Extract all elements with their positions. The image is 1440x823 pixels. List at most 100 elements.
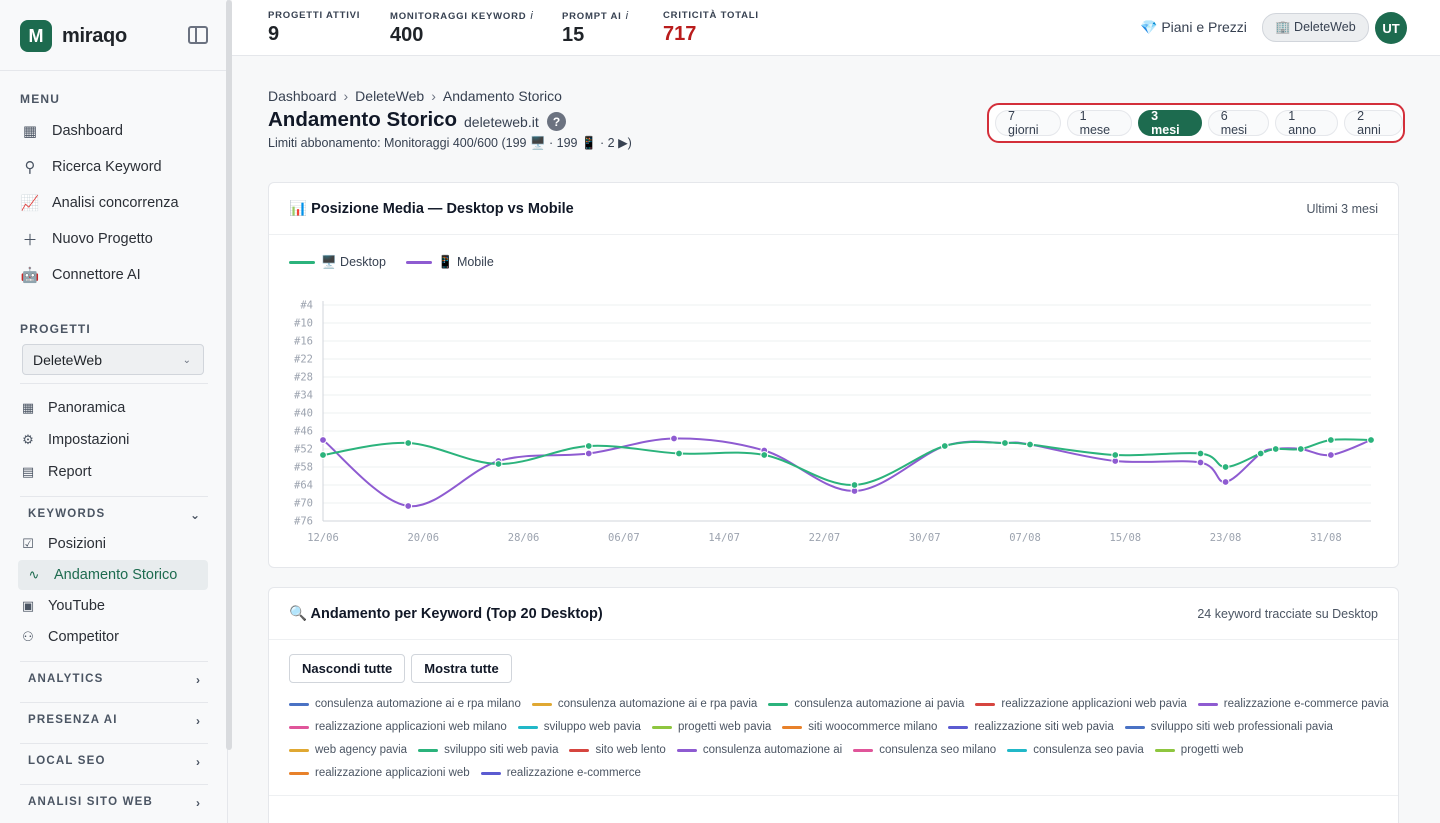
- breadcrumb: Dashboard › DeleteWeb › Andamento Storico: [268, 88, 562, 104]
- projects-section-label: PROGETTI: [20, 322, 91, 336]
- nav-label: Posizioni: [48, 536, 107, 552]
- data-point-desktop: [1296, 445, 1305, 453]
- logo-icon: M: [20, 20, 52, 52]
- sidebar-scrollbar[interactable]: [226, 0, 232, 750]
- keyword-legend-item[interactable]: consulenza automazione ai e rpa milano: [289, 696, 521, 712]
- nav-label: Impostazioni: [48, 432, 130, 448]
- account-button[interactable]: 🏢 DeleteWeb: [1262, 13, 1369, 42]
- show-all-button[interactable]: Mostra tutte: [411, 654, 512, 683]
- y-tick-label: #70: [294, 498, 313, 510]
- range-1-mese[interactable]: 1 mese: [1066, 109, 1133, 137]
- data-point-desktop: [1026, 440, 1034, 449]
- toggle-buttons: Nascondi tutte Mostra tutte: [289, 654, 512, 683]
- keyword-label: sviluppo web pavia: [543, 721, 641, 733]
- x-tick-label: 14/07: [708, 532, 740, 544]
- keyword-legend-item[interactable]: sviluppo web pavia: [517, 719, 641, 735]
- range-2-anni[interactable]: 2 anni: [1344, 109, 1403, 137]
- nav-nuovo-progetto[interactable]: ＋ Nuovo Progetto: [20, 224, 210, 254]
- keyword-legend-item[interactable]: realizzazione siti web pavia: [948, 719, 1114, 735]
- hide-all-button[interactable]: Nascondi tutte: [289, 654, 406, 683]
- legend-swatch: [948, 725, 969, 729]
- keyword-legend-item[interactable]: consulenza automazione ai: [676, 742, 842, 758]
- keyword-legend-item[interactable]: realizzazione e-commerce pavia: [1197, 696, 1389, 712]
- keyword-legend-item[interactable]: realizzazione applicazioni web milano: [289, 719, 507, 735]
- nav-dashboard[interactable]: ▦ Dashboard: [20, 116, 210, 146]
- keyword-legend-item[interactable]: siti woocommerce milano: [782, 719, 937, 735]
- brand[interactable]: M miraqo: [20, 20, 127, 52]
- legend-swatch: [289, 771, 309, 775]
- range-1-anno[interactable]: 1 anno: [1275, 109, 1339, 137]
- nav-impostazioni[interactable]: ⚙ Impostazioni: [20, 425, 210, 455]
- data-point-desktop: [675, 449, 683, 458]
- gear-icon: ⚙: [22, 432, 34, 447]
- legend-swatch: [289, 261, 315, 264]
- group-label: ANALYTICS: [28, 673, 104, 685]
- users-icon: ⚇: [22, 629, 34, 644]
- nav-ricerca-keyword[interactable]: ⚲ Ricerca Keyword: [20, 152, 210, 182]
- card-title: 📊 Posizione Media — Desktop vs Mobile: [289, 201, 574, 217]
- legend-swatch: [405, 261, 432, 264]
- keyword-legend-item[interactable]: web agency pavia: [289, 742, 407, 758]
- nav-report[interactable]: ▤ Report: [20, 457, 210, 487]
- group-label: KEYWORDS: [28, 508, 106, 520]
- nav-label: Panoramica: [48, 400, 126, 416]
- data-point-desktop: [319, 451, 327, 459]
- chevron-right-icon: ›: [196, 796, 200, 810]
- info-icon[interactable]: i: [625, 10, 629, 22]
- breadcrumb-item[interactable]: Dashboard: [268, 88, 337, 104]
- keyword-legend-item[interactable]: consulenza seo milano: [853, 742, 996, 758]
- range-3-mesi[interactable]: 3 mesi: [1138, 109, 1202, 137]
- keyword-legend-item[interactable]: sviluppo siti web professionali pavia: [1124, 719, 1333, 735]
- range-selector: 7 giorni 1 mese 3 mesi 6 mesi 1 anno 2 a…: [987, 103, 1405, 143]
- range-6-mesi[interactable]: 6 mesi: [1207, 109, 1270, 137]
- plans-link[interactable]: 💎 Piani e Prezzi: [1140, 19, 1247, 35]
- keyword-legend-item[interactable]: consulenza automazione ai pavia: [768, 696, 964, 712]
- info-icon[interactable]: i: [530, 10, 534, 22]
- keyword-legend-item[interactable]: realizzazione e-commerce: [480, 765, 641, 781]
- keyword-legend-item[interactable]: progetti web pavia: [651, 719, 772, 735]
- y-tick-label: #22: [294, 354, 313, 366]
- keyword-legend-item[interactable]: realizzazione applicazioni web: [289, 765, 470, 781]
- help-icon[interactable]: ?: [547, 112, 566, 131]
- legend-mobile[interactable]: 📱 Mobile: [405, 255, 494, 270]
- nav-analisi-concorrenza[interactable]: 📈 Analisi concorrenza: [20, 188, 210, 218]
- sidebar-toggle-icon[interactable]: [188, 26, 208, 44]
- keyword-legend-item[interactable]: progetti web: [1154, 742, 1243, 758]
- project-domain: deleteweb.it: [464, 114, 539, 130]
- legend-desktop[interactable]: 🖥️ Desktop: [289, 255, 386, 270]
- plus-icon: ＋: [22, 231, 38, 249]
- group-presenza-ai[interactable]: PRESENZA AI ›: [28, 714, 200, 728]
- group-keywords[interactable]: KEYWORDS ⌄: [28, 508, 200, 522]
- stat-label: PROGETTI ATTIVI: [268, 10, 361, 21]
- keyword-legend-item[interactable]: sito web lento: [569, 742, 666, 758]
- nav-label: Ricerca Keyword: [52, 159, 162, 175]
- nav-andamento-storico[interactable]: ∿ Andamento Storico: [18, 560, 208, 590]
- stat-progetti-attivi: PROGETTI ATTIVI 9: [268, 10, 360, 46]
- nav-competitor[interactable]: ⚇ Competitor: [20, 622, 210, 652]
- keyword-label: realizzazione e-commerce: [506, 767, 641, 779]
- nav-posizioni[interactable]: ☑ Posizioni: [20, 529, 210, 559]
- nav-youtube[interactable]: ▣ YouTube: [20, 591, 210, 621]
- keyword-label: consulenza seo milano: [879, 744, 997, 756]
- nav-panoramica[interactable]: ▦ Panoramica: [20, 393, 210, 423]
- x-tick-label: 06/07: [608, 532, 640, 544]
- legend-swatch: [1197, 702, 1218, 706]
- range-7-giorni[interactable]: 7 giorni: [995, 109, 1061, 137]
- keyword-label: consulenza automazione ai e rpa milano: [315, 698, 521, 710]
- keyword-legend-item[interactable]: consulenza automazione ai e rpa pavia: [531, 696, 757, 712]
- keyword-legend-item[interactable]: realizzazione applicazioni web pavia: [975, 696, 1187, 712]
- keyword-label: progetti web pavia: [677, 721, 772, 733]
- legend-swatch: [289, 748, 309, 752]
- keyword-legend-item[interactable]: sviluppo siti web pavia: [418, 742, 558, 758]
- avatar[interactable]: UT: [1375, 12, 1407, 44]
- chevron-down-icon: ⌄: [189, 508, 200, 522]
- chart-card: 📊 Posizione Media — Desktop vs Mobile Ul…: [268, 182, 1399, 568]
- group-local-seo[interactable]: LOCAL SEO ›: [28, 755, 200, 769]
- project-select[interactable]: DeleteWeb ⌄: [22, 344, 204, 375]
- group-analytics[interactable]: ANALYTICS ›: [28, 673, 200, 687]
- breadcrumb-item[interactable]: DeleteWeb: [355, 88, 425, 104]
- keyword-legend-item[interactable]: consulenza seo pavia: [1007, 742, 1144, 758]
- activity-icon: ∿: [28, 567, 40, 582]
- nav-connettore-ai[interactable]: 🤖 Connettore AI: [20, 260, 210, 290]
- group-analisi-sito-web[interactable]: ANALISI SITO WEB ›: [28, 796, 200, 810]
